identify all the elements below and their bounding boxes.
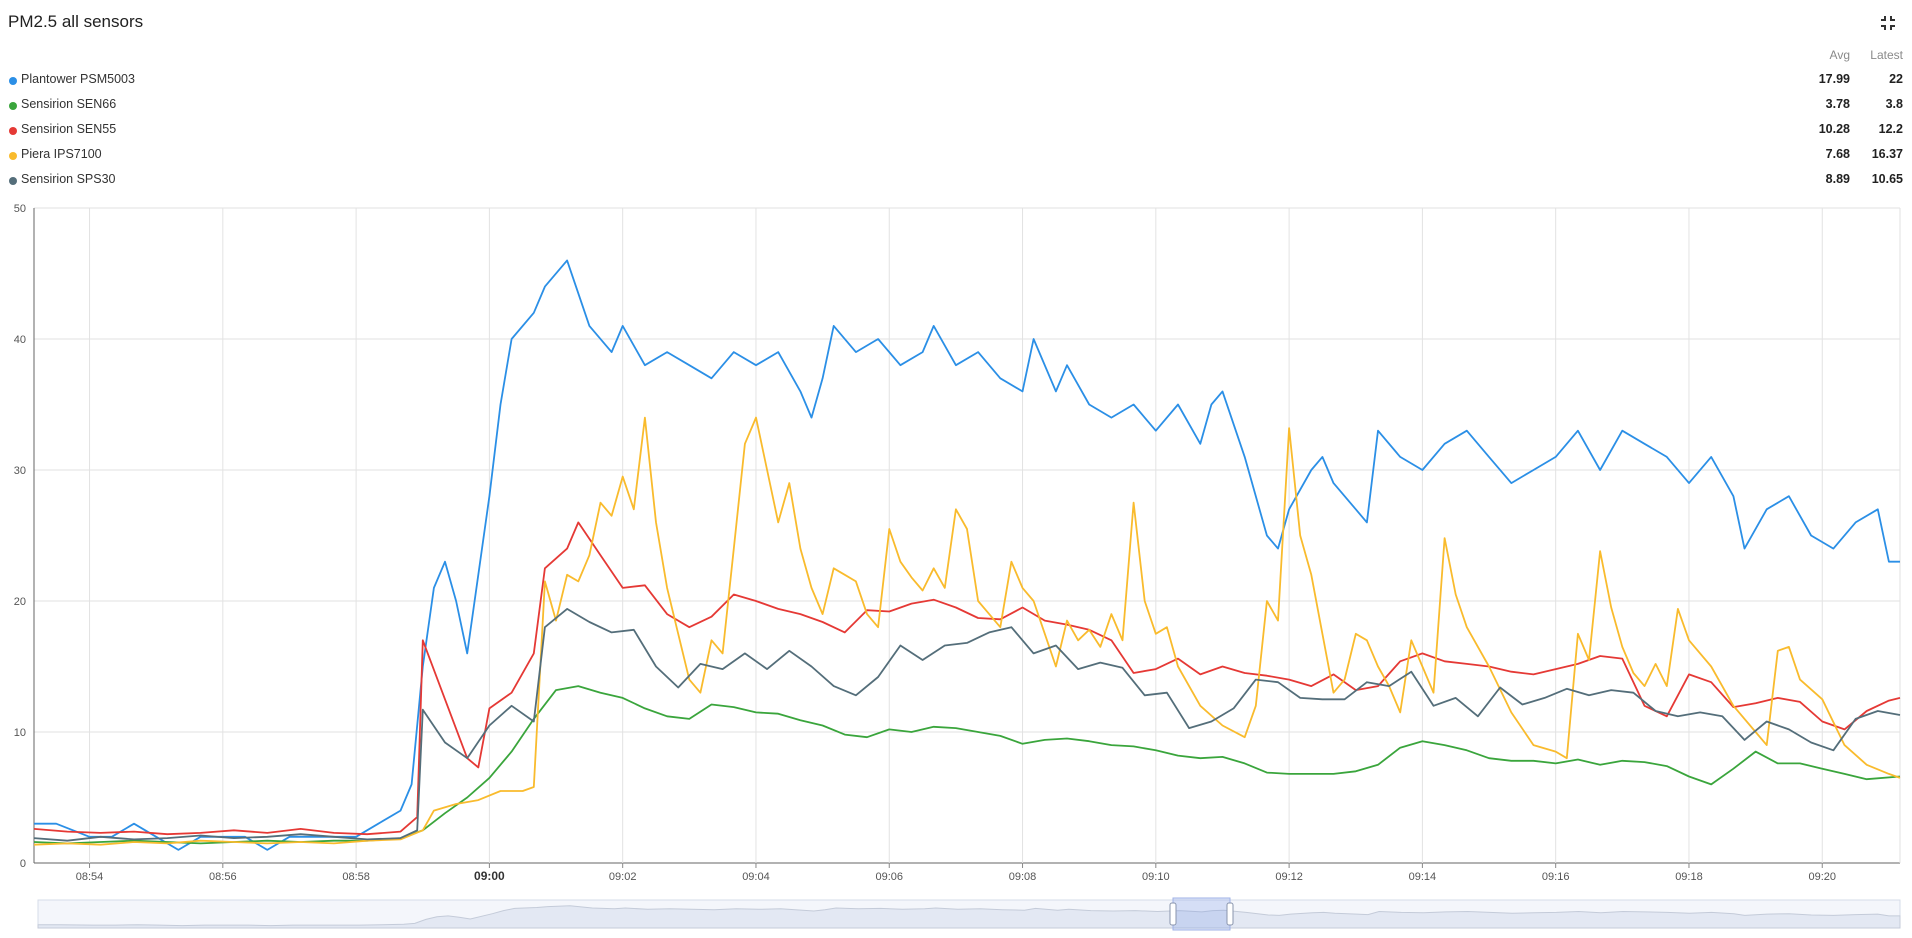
x-tick-label: 09:08 [1009, 871, 1037, 883]
x-tick-label: 09:16 [1542, 871, 1570, 883]
legend-avg: 3.78 [1825, 97, 1850, 111]
navigator-overview [37, 905, 1901, 929]
legend-dot [9, 127, 17, 135]
navigator-handle-right[interactable] [1226, 902, 1234, 926]
legend-header-avg: Avg [1829, 48, 1850, 62]
y-tick-label: 30 [14, 465, 26, 477]
y-tick-label: 10 [14, 727, 26, 739]
legend-latest: 10.65 [1871, 172, 1903, 186]
legend-series-name: Sensirion SPS30 [21, 172, 116, 186]
legend-avg: 8.89 [1825, 172, 1850, 186]
y-tick-label: 0 [20, 858, 26, 870]
series-line-4 [33, 608, 1901, 842]
navigator-handle-left[interactable] [1169, 902, 1177, 926]
series-line-3 [33, 416, 1901, 846]
legend-series-name: Sensirion SEN55 [21, 122, 117, 136]
x-tick-label: 09:06 [875, 871, 903, 883]
x-tick-label: 09:02 [609, 871, 637, 883]
x-tick-label: 09:12 [1275, 871, 1303, 883]
y-tick-label: 20 [14, 596, 26, 608]
x-tick-label: 09:10 [1142, 871, 1170, 883]
x-tick-label: 09:18 [1675, 871, 1703, 883]
y-tick-label: 50 [14, 203, 26, 215]
legend-latest: 12.2 [1878, 122, 1903, 136]
legend-avg: 17.99 [1818, 72, 1850, 86]
x-tick-label: 09:04 [742, 871, 770, 883]
legend-avg: 10.28 [1818, 122, 1850, 136]
legend-latest: 16.37 [1871, 147, 1903, 161]
x-tick-label: 08:54 [76, 871, 104, 883]
x-tick-label: 08:56 [209, 871, 237, 883]
series-line-0 [34, 259, 1900, 851]
x-tick-label: 09:00 [474, 869, 505, 883]
x-tick-label: 09:14 [1409, 871, 1437, 883]
legend-row-plantower[interactable]: Plantower PSM5003 17.99 22 [0, 69, 1912, 89]
fullscreen-exit-icon[interactable] [1878, 13, 1898, 33]
legend-dot [9, 152, 17, 160]
series-line-1 [33, 685, 1901, 845]
legend-row-sen66[interactable]: Sensirion SEN66 3.78 3.8 [0, 94, 1912, 114]
chart-title: PM2.5 all sensors [8, 12, 144, 31]
y-tick-label: 40 [14, 334, 26, 346]
navigator-window [1172, 897, 1231, 931]
legend-row-ips7100[interactable]: Piera IPS7100 7.68 16.37 [0, 144, 1912, 164]
legend-dot [9, 77, 17, 85]
legend-series-name: Plantower PSM5003 [21, 72, 135, 86]
series-line-2 [33, 521, 1901, 836]
x-tick-label: 08:58 [342, 871, 370, 883]
legend-dot [9, 102, 17, 110]
legend-latest: 22 [1889, 72, 1903, 86]
legend-series-name: Sensirion SEN66 [21, 97, 117, 111]
x-tick-label: 09:20 [1808, 871, 1836, 883]
legend-header-latest: Latest [1870, 48, 1903, 62]
legend-series-name: Piera IPS7100 [21, 147, 102, 161]
legend-dot [9, 177, 17, 185]
legend-latest: 3.8 [1885, 97, 1903, 111]
legend-avg: 7.68 [1825, 147, 1850, 161]
legend-row-sps30[interactable]: Sensirion SPS30 8.89 10.65 [0, 169, 1912, 189]
legend-row-sen55[interactable]: Sensirion SEN55 10.28 12.2 [0, 119, 1912, 139]
